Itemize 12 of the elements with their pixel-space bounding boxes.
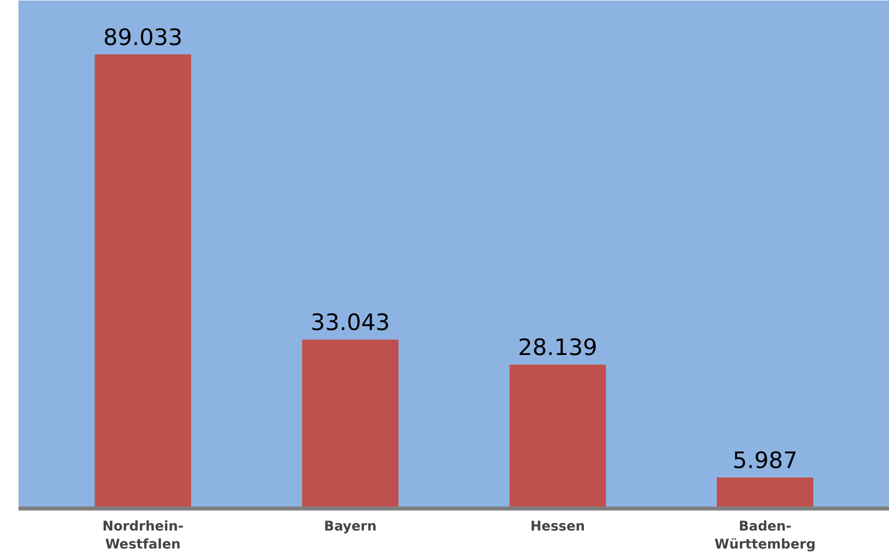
x-tick-label: Baden-Württemberg bbox=[714, 520, 816, 552]
x-tick-label: Hessen bbox=[530, 520, 585, 534]
data-label: 5.987 bbox=[732, 448, 798, 474]
bar bbox=[94, 54, 192, 508]
x-tick-label: Bayern bbox=[324, 520, 377, 534]
data-label: 28.139 bbox=[518, 335, 598, 362]
data-label: 33.043 bbox=[310, 310, 390, 336]
bar bbox=[509, 364, 606, 508]
bar bbox=[716, 478, 814, 508]
x-tick-label: Nordrhein-Westfalen bbox=[102, 520, 184, 552]
data-label: 89.033 bbox=[103, 24, 183, 51]
bar bbox=[302, 340, 399, 508]
